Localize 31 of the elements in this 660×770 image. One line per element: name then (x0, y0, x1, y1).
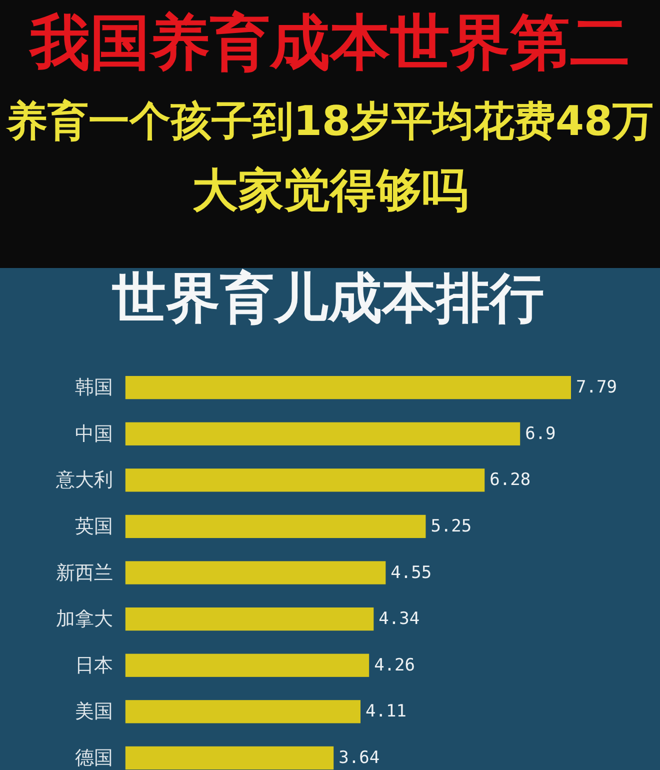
y-tick-label: 英国 (75, 515, 113, 538)
y-tick-label: 加拿大 (56, 608, 113, 630)
bar (125, 746, 334, 770)
bar (125, 514, 426, 538)
data-label: 3.64 (338, 748, 380, 768)
data-label: 4.34 (378, 609, 420, 630)
y-tick-label: 韩国 (75, 376, 113, 399)
bar (125, 468, 485, 492)
data-label: 7.79 (576, 378, 617, 398)
chart-title: 世界育儿成本排行 (112, 266, 544, 330)
bar (125, 654, 370, 677)
y-tick-label: 新西兰 (56, 562, 113, 584)
data-label: 4.55 (390, 562, 432, 583)
data-label: 4.11 (366, 702, 406, 722)
text: 养育一个孩子到18岁平均花费48万 (5, 97, 654, 145)
text: 我国养育成本世界第二 (28, 8, 630, 78)
data-label: 6.28 (490, 470, 531, 490)
bar (125, 561, 386, 584)
y-tick-label: 德国 (75, 746, 113, 769)
bar (125, 700, 360, 724)
bar (125, 376, 571, 400)
y-tick-label: 日本 (75, 654, 113, 676)
data-label: 4.26 (374, 655, 416, 676)
bar (125, 607, 374, 631)
data-label: 5.25 (430, 516, 472, 536)
y-tick-label: 中国 (75, 422, 113, 445)
data-label: 6.9 (525, 424, 556, 444)
y-tick-label: 美国 (75, 700, 113, 723)
text: 大家觉得够吗 (192, 163, 468, 217)
y-tick-label: 意大利 (55, 469, 113, 492)
bar (125, 422, 520, 446)
